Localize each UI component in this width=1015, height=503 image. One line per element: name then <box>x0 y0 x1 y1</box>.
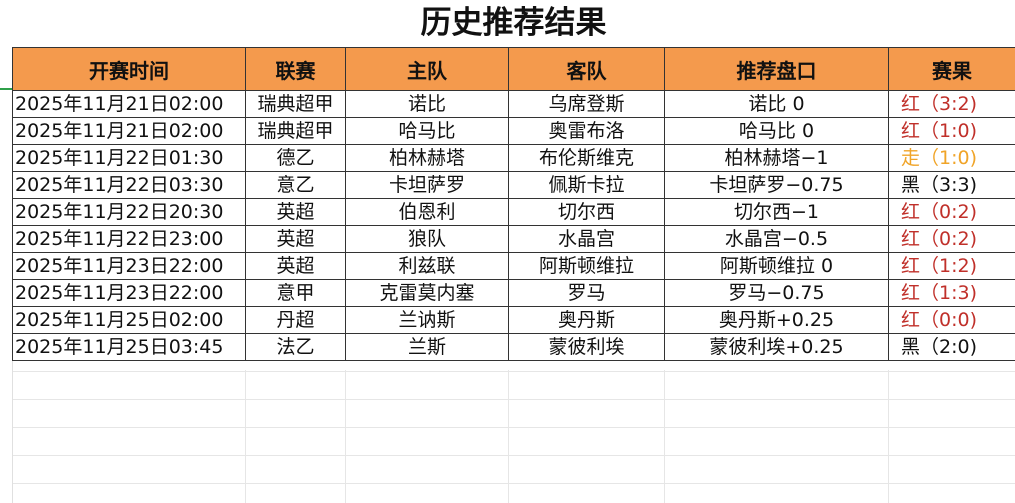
cell-time[interactable]: 2025年11月22日20:30 <box>12 198 246 226</box>
cell-home[interactable]: 哈马比 <box>345 117 509 145</box>
cell-result[interactable]: 红（0:0) <box>888 306 1015 334</box>
cell-pick[interactable]: 柏林赫塔−1 <box>664 144 889 172</box>
cell-league[interactable]: 法乙 <box>245 333 346 361</box>
cell-away[interactable]: 水晶宫 <box>508 225 665 253</box>
grid-line <box>508 370 509 503</box>
table-row: 2025年11月23日22:00 意甲 克雷莫内塞 罗马 罗马−0.75 红（1:3) <box>12 279 1015 307</box>
cell-league[interactable]: 英超 <box>245 252 346 280</box>
cell-away[interactable]: 蒙彼利埃 <box>508 333 665 361</box>
cell-league[interactable]: 意乙 <box>245 171 346 199</box>
header-pick[interactable]: 推荐盘口 <box>664 47 889 91</box>
table-row: 2025年11月21日02:00 瑞典超甲 诺比 乌席登斯 诺比 0 红（3:2) <box>12 90 1015 118</box>
header-start-time[interactable]: 开赛时间 <box>12 47 246 91</box>
cell-result[interactable]: 黑（3:3) <box>888 171 1015 199</box>
cell-time[interactable]: 2025年11月22日01:30 <box>12 144 246 172</box>
header-league[interactable]: 联赛 <box>245 47 346 91</box>
cell-result[interactable]: 红（3:2) <box>888 90 1015 118</box>
cell-result[interactable]: 红（1:0) <box>888 117 1015 145</box>
grid-line <box>888 370 889 503</box>
cell-pick[interactable]: 罗马−0.75 <box>664 279 889 307</box>
cell-pick[interactable]: 阿斯顿维拉 0 <box>664 252 889 280</box>
cell-away[interactable]: 阿斯顿维拉 <box>508 252 665 280</box>
cell-result[interactable]: 黑（2:0) <box>888 333 1015 361</box>
cell-home[interactable]: 兰斯 <box>345 333 509 361</box>
cell-away[interactable]: 乌席登斯 <box>508 90 665 118</box>
cell-league[interactable]: 瑞典超甲 <box>245 90 346 118</box>
header-away[interactable]: 客队 <box>508 47 665 91</box>
cell-home[interactable]: 卡坦萨罗 <box>345 171 509 199</box>
cell-pick[interactable]: 诺比 0 <box>664 90 889 118</box>
cell-time[interactable]: 2025年11月25日03:45 <box>12 333 246 361</box>
header-row: 开赛时间 联赛 主队 客队 推荐盘口 赛果 <box>12 47 1015 91</box>
table-row: 2025年11月25日02:00 丹超 兰讷斯 奥丹斯 奥丹斯+0.25 红（0:0) <box>12 306 1015 334</box>
cell-home[interactable]: 克雷莫内塞 <box>345 279 509 307</box>
table-row: 2025年11月22日20:30 英超 伯恩利 切尔西 切尔西−1 红（0:2) <box>12 198 1015 226</box>
cell-league[interactable]: 瑞典超甲 <box>245 117 346 145</box>
grid-line <box>664 370 665 503</box>
cell-home[interactable]: 诺比 <box>345 90 509 118</box>
grid-line <box>345 370 346 503</box>
table-row: 2025年11月25日03:45 法乙 兰斯 蒙彼利埃 蒙彼利埃+0.25 黑（2:0) <box>12 333 1015 361</box>
cell-away[interactable]: 奥丹斯 <box>508 306 665 334</box>
cell-time[interactable]: 2025年11月22日23:00 <box>12 225 246 253</box>
cell-league[interactable]: 德乙 <box>245 144 346 172</box>
cell-away[interactable]: 切尔西 <box>508 198 665 226</box>
header-result[interactable]: 赛果 <box>888 47 1015 91</box>
cell-league[interactable]: 英超 <box>245 225 346 253</box>
cell-pick[interactable]: 奥丹斯+0.25 <box>664 306 889 334</box>
table-row: 2025年11月23日22:00 英超 利兹联 阿斯顿维拉 阿斯顿维拉 0 红（1:2) <box>12 252 1015 280</box>
cell-time[interactable]: 2025年11月21日02:00 <box>12 90 246 118</box>
cell-time[interactable]: 2025年11月25日02:00 <box>12 306 246 334</box>
selected-row-marker <box>0 88 12 90</box>
cell-pick[interactable]: 水晶宫−0.5 <box>664 225 889 253</box>
cell-home[interactable]: 柏林赫塔 <box>345 144 509 172</box>
cell-time[interactable]: 2025年11月23日22:00 <box>12 279 246 307</box>
table-row: 2025年11月21日02:00 瑞典超甲 哈马比 奥雷布洛 哈马比 0 红（1:0) <box>12 117 1015 145</box>
cell-home[interactable]: 狼队 <box>345 225 509 253</box>
cell-away[interactable]: 布伦斯维克 <box>508 144 665 172</box>
sheet-title: 历史推荐结果 <box>12 0 1015 47</box>
cell-time[interactable]: 2025年11月22日03:30 <box>12 171 246 199</box>
cell-time[interactable]: 2025年11月21日02:00 <box>12 117 246 145</box>
cell-league[interactable]: 英超 <box>245 198 346 226</box>
cell-home[interactable]: 利兹联 <box>345 252 509 280</box>
cell-result[interactable]: 走（1:0) <box>888 144 1015 172</box>
table-row: 2025年11月22日01:30 德乙 柏林赫塔 布伦斯维克 柏林赫塔−1 走（1:0) <box>12 144 1015 172</box>
cell-league[interactable]: 意甲 <box>245 279 346 307</box>
cell-pick[interactable]: 蒙彼利埃+0.25 <box>664 333 889 361</box>
cell-pick[interactable]: 切尔西−1 <box>664 198 889 226</box>
cell-result[interactable]: 红（1:3) <box>888 279 1015 307</box>
cell-time[interactable]: 2025年11月23日22:00 <box>12 252 246 280</box>
cell-away[interactable]: 罗马 <box>508 279 665 307</box>
table-row: 2025年11月22日03:30 意乙 卡坦萨罗 佩斯卡拉 卡坦萨罗−0.75 黑（3:3… <box>12 171 1015 199</box>
cell-pick[interactable]: 卡坦萨罗−0.75 <box>664 171 889 199</box>
table-row: 2025年11月22日23:00 英超 狼队 水晶宫 水晶宫−0.5 红（0:2) <box>12 225 1015 253</box>
grid-line <box>245 370 246 503</box>
cell-result[interactable]: 红（0:2) <box>888 225 1015 253</box>
cell-league[interactable]: 丹超 <box>245 306 346 334</box>
cell-pick[interactable]: 哈马比 0 <box>664 117 889 145</box>
header-home[interactable]: 主队 <box>345 47 509 91</box>
cell-away[interactable]: 奥雷布洛 <box>508 117 665 145</box>
cell-result[interactable]: 红（0:2) <box>888 198 1015 226</box>
results-table: 开赛时间 联赛 主队 客队 推荐盘口 赛果 2025年11月21日02:00 瑞典超甲 诺比乌… <box>12 47 1015 361</box>
cell-home[interactable]: 伯恩利 <box>345 198 509 226</box>
cell-away[interactable]: 佩斯卡拉 <box>508 171 665 199</box>
cell-result[interactable]: 红（1:2) <box>888 252 1015 280</box>
cell-home[interactable]: 兰讷斯 <box>345 306 509 334</box>
